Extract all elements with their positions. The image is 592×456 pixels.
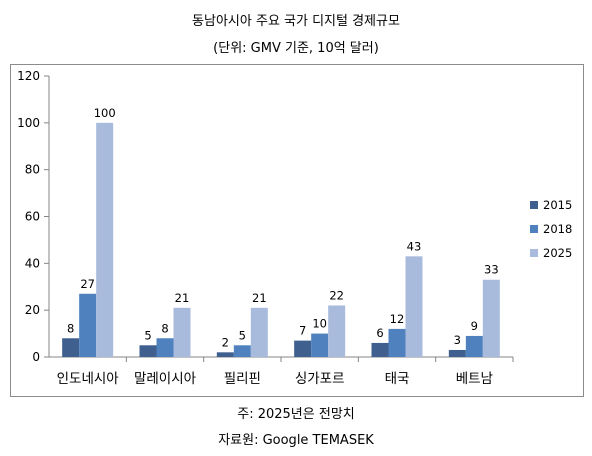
data-label: 8 xyxy=(161,321,168,335)
bar-2015 xyxy=(371,342,389,357)
bar-2025 xyxy=(173,307,191,357)
forecast-note: 주: 2025년은 전망치 xyxy=(237,407,355,422)
data-label: 6 xyxy=(376,326,383,340)
bar-2015 xyxy=(216,352,234,357)
legend-label: 2025 xyxy=(543,246,572,260)
x-tick-label: 필리핀 xyxy=(224,371,261,387)
chart-subtitle: (단위: GMV 기준, 10억 달러) xyxy=(213,41,379,56)
data-label: 21 xyxy=(252,291,267,305)
y-tick-label: 20 xyxy=(25,303,40,317)
bar-2015 xyxy=(294,340,312,357)
y-tick-label: 40 xyxy=(25,256,40,270)
data-label: 33 xyxy=(484,263,499,277)
data-label: 5 xyxy=(144,328,151,342)
data-label: 5 xyxy=(239,328,246,342)
bar-2025 xyxy=(96,122,114,357)
data-label: 7 xyxy=(299,324,306,338)
chart-title: 동남아시아 주요 국가 디지털 경제규모 xyxy=(192,14,400,29)
legend-label: 2015 xyxy=(543,198,572,212)
x-tick-label: 말레이시아 xyxy=(134,371,197,387)
bar-2018 xyxy=(311,333,329,357)
bar-2015 xyxy=(139,345,157,357)
y-tick-label: 80 xyxy=(25,163,40,177)
x-tick-label: 태국 xyxy=(385,371,410,387)
y-tick-label: 0 xyxy=(32,350,40,364)
data-label: 27 xyxy=(80,277,95,291)
legend-label: 2018 xyxy=(543,222,572,236)
legend-swatch-2015 xyxy=(530,201,538,209)
bar-2015 xyxy=(448,349,466,357)
data-label: 22 xyxy=(329,288,344,302)
bar-2015 xyxy=(62,338,80,357)
source-note: 자료원: Google TEMASEK xyxy=(218,433,374,448)
bar-2025 xyxy=(328,305,346,357)
bar-2018 xyxy=(388,328,406,357)
data-label: 21 xyxy=(175,291,190,305)
bar-2025 xyxy=(250,307,268,357)
bar-2018 xyxy=(465,335,483,357)
data-label: 3 xyxy=(454,333,461,347)
x-tick-label: 베트남 xyxy=(456,371,493,387)
y-tick-label: 120 xyxy=(17,69,40,83)
data-label: 9 xyxy=(471,319,478,333)
data-label: 8 xyxy=(67,321,74,335)
data-label: 12 xyxy=(390,312,405,326)
data-label: 43 xyxy=(407,239,422,253)
bar-2025 xyxy=(405,256,423,357)
legend-swatch-2025 xyxy=(530,249,538,257)
data-label: 100 xyxy=(94,106,116,120)
y-tick-label: 60 xyxy=(25,210,40,224)
bar-2018 xyxy=(233,345,251,357)
bar-2018 xyxy=(79,293,97,357)
data-label: 10 xyxy=(312,317,327,331)
data-label: 2 xyxy=(222,335,229,349)
y-tick-label: 100 xyxy=(17,116,40,130)
x-tick-label: 인도네시아 xyxy=(57,371,120,387)
chart-frame xyxy=(10,64,584,397)
bar-2025 xyxy=(482,279,500,357)
legend-swatch-2018 xyxy=(530,225,538,233)
bar-2018 xyxy=(156,338,174,357)
x-tick-label: 싱가포르 xyxy=(295,371,345,387)
